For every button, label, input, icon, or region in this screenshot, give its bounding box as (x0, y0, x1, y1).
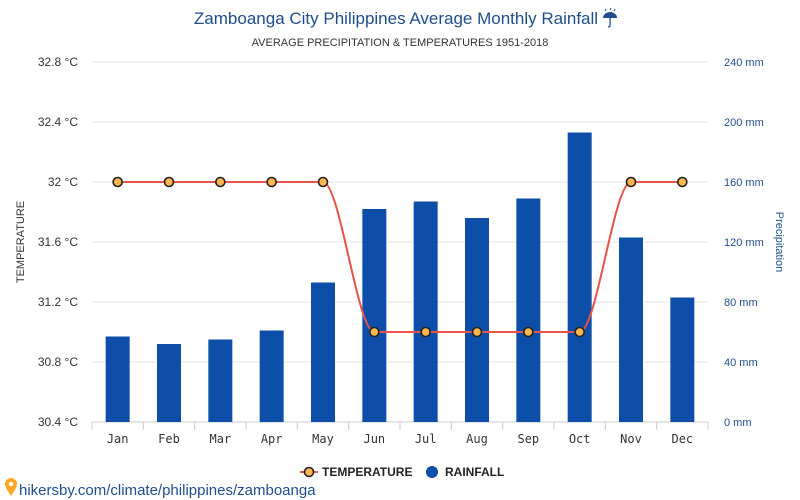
left-tick-label: 31.6 °C (38, 235, 78, 249)
x-tick-label: May (312, 432, 334, 446)
chart-subtitle: AVERAGE PRECIPITATION & TEMPERATURES 195… (252, 37, 549, 49)
x-tick-label: Jun (363, 432, 385, 446)
temperature-line (117, 181, 683, 333)
rainfall-bar[interactable] (311, 282, 335, 423)
right-tick-label: 40 mm (724, 357, 758, 369)
left-tick-label: 30.8 °C (38, 355, 78, 369)
source-text: hikersby.com/climate/philippines/zamboan… (19, 482, 316, 499)
chart-title: Zamboanga City Philippines Average Month… (194, 9, 598, 28)
rainfall-bar[interactable] (413, 201, 438, 423)
rainfall-bar[interactable] (619, 237, 643, 423)
right-tick-label: 0 mm (724, 417, 752, 429)
temperature-point[interactable] (677, 176, 688, 188)
umbrella-icon (603, 7, 618, 28)
legend-item-rainfall[interactable]: RAINFALL (426, 465, 504, 479)
right-tick-label: 120 mm (724, 237, 764, 249)
x-tick-label: Feb (158, 432, 180, 446)
right-tick-label: 200 mm (724, 117, 764, 129)
legend: TEMPERATURE RAINFALL (300, 465, 504, 479)
right-tick-label: 80 mm (724, 297, 758, 309)
right-tick-label: 160 mm (724, 177, 764, 189)
x-tick-label: Aug (466, 432, 488, 446)
x-tick-label: Jan (107, 432, 129, 446)
source-link[interactable]: hikersby.com/climate/philippines/zamboan… (5, 478, 316, 499)
grid-lines (92, 61, 708, 423)
left-axis-title: TEMPERATURE (15, 201, 27, 283)
temperature-point[interactable] (215, 176, 226, 188)
temperature-point[interactable] (163, 176, 175, 188)
temperature-point[interactable] (471, 326, 483, 338)
x-axis: Jan Feb Mar Apr May Jun Jul Aug Sep Oct Nov Dec (91, 422, 709, 446)
rainfall-bar[interactable] (670, 297, 695, 423)
temperature-point[interactable] (420, 326, 431, 338)
x-tick-label: Sep (517, 432, 539, 446)
rainfall-bar[interactable] (362, 209, 387, 422)
rainfall-bar[interactable] (465, 218, 489, 422)
left-tick-label: 30.4 °C (38, 415, 78, 429)
x-tick-label: Jul (415, 432, 437, 446)
x-tick-label: Mar (209, 432, 231, 446)
rainfall-bar[interactable] (157, 344, 181, 422)
temperature-point[interactable] (317, 176, 329, 188)
right-axis-ticks: 240 mm 200 mm 160 mm 120 mm 80 mm 40 mm 0 mm (724, 57, 764, 429)
legend-item-temperature[interactable]: TEMPERATURE (300, 465, 412, 479)
left-tick-label: 32.8 °C (38, 55, 78, 69)
right-tick-label: 240 mm (724, 57, 764, 69)
temperature-series (112, 176, 688, 338)
temperature-point[interactable] (523, 326, 534, 338)
right-axis-title: Precipitation (773, 212, 785, 273)
left-tick-label: 31.2 °C (38, 295, 78, 309)
legend-label-temperature: TEMPERATURE (322, 465, 412, 479)
left-tick-label: 32.4 °C (38, 115, 78, 129)
map-pin-icon (5, 478, 17, 496)
left-tick-label: 32 °C (48, 175, 78, 189)
temperature-point[interactable] (625, 176, 637, 188)
x-tick-label: Nov (620, 432, 642, 446)
temperature-point[interactable] (369, 326, 380, 338)
temperature-point[interactable] (266, 176, 277, 188)
rainfall-bar[interactable] (208, 339, 233, 423)
chart-title-group: Zamboanga City Philippines Average Month… (194, 7, 618, 28)
x-tick-label: Oct (569, 432, 591, 446)
rainfall-bar[interactable] (105, 336, 130, 423)
temperature-point[interactable] (574, 326, 585, 338)
left-axis-ticks: 32.8 °C 32.4 °C 32 °C 31.6 °C 31.2 °C 30.8 °C… (38, 55, 78, 429)
rainfall-bars (105, 132, 695, 423)
x-tick-label: Apr (261, 432, 283, 446)
rainfall-bar[interactable] (516, 198, 541, 423)
legend-label-rainfall: RAINFALL (445, 465, 504, 479)
x-tick-label: Dec (671, 432, 693, 446)
temperature-point[interactable] (112, 176, 123, 188)
rainfall-bar[interactable] (567, 132, 592, 423)
rainfall-bar[interactable] (259, 330, 284, 423)
